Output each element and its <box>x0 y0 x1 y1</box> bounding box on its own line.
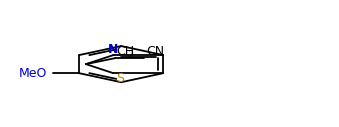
Text: MeO: MeO <box>19 67 47 80</box>
Text: CN: CN <box>146 45 164 58</box>
Text: S: S <box>116 72 124 85</box>
Text: N: N <box>108 43 119 56</box>
Text: 2: 2 <box>127 50 134 60</box>
Text: CH: CH <box>116 45 134 58</box>
